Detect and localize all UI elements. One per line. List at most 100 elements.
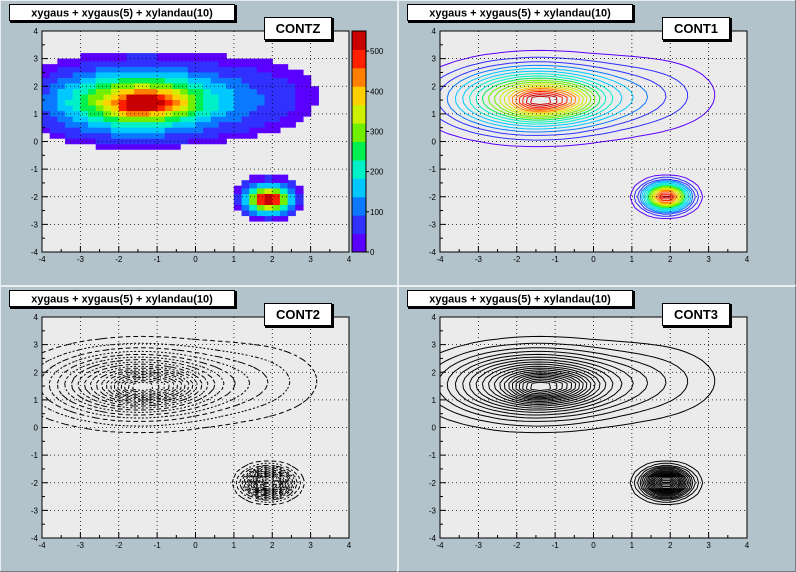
contour-line: [518, 90, 675, 201]
contour-line: [454, 353, 692, 499]
z-cell: [287, 108, 296, 117]
z-palette-band: [352, 67, 366, 87]
z-cell: [195, 75, 204, 84]
z-cell: [172, 64, 181, 73]
z-cell: [42, 108, 51, 117]
z-cell: [287, 69, 296, 78]
z-cell: [126, 69, 135, 78]
z-cell: [195, 119, 204, 128]
z-cell: [256, 80, 266, 89]
z-cell: [287, 180, 296, 189]
z-cell: [218, 119, 227, 128]
z-cell: [272, 213, 281, 222]
contour-line: [525, 94, 672, 198]
z-cell: [103, 86, 112, 95]
option-shadow: [730, 18, 732, 42]
contour-line: [440, 61, 696, 215]
contour-line: [440, 49, 716, 219]
z-cell: [203, 69, 212, 78]
z-cell: [210, 97, 220, 106]
z-cell: [111, 97, 120, 106]
z-cell: [279, 86, 289, 95]
z-cell: [172, 75, 181, 84]
contour-line: [71, 359, 291, 497]
z-cell: [103, 75, 112, 84]
z-cell: [233, 185, 243, 194]
z-cell: [256, 102, 266, 112]
z-cell: [180, 86, 189, 95]
z-cell: [302, 91, 312, 101]
z-cell: [42, 102, 51, 112]
z-cell: [172, 69, 181, 78]
z-cell: [80, 80, 89, 89]
x-tick-label: 3: [308, 541, 313, 550]
title-shadow: [235, 5, 237, 23]
contour-line: [462, 356, 690, 498]
z-cell: [111, 102, 120, 112]
z-cell: [272, 86, 281, 95]
z-cell: [164, 58, 174, 67]
z-cell: [157, 53, 166, 62]
z-cell: [195, 130, 204, 139]
z-cell: [180, 119, 189, 128]
y-tick-label: -4: [31, 248, 39, 257]
title-shadow: [633, 5, 635, 23]
z-cell: [95, 69, 104, 78]
z-cell: [42, 64, 51, 73]
z-cell: [164, 124, 174, 134]
z-cell: [249, 113, 258, 123]
z-cell: [218, 58, 227, 67]
z-cell: [249, 64, 258, 73]
z-cell: [80, 119, 89, 128]
z-cell: [272, 69, 281, 78]
z-cell: [295, 80, 304, 89]
axes: -4 -3 -2 -1 0 1 2 3 4 -4 -3 -2 -1 0 1 2 3 4: [31, 313, 352, 550]
z-cell: [65, 91, 74, 101]
z-cell: [149, 113, 158, 123]
contour-line: [493, 81, 683, 207]
z-tick-label: 300: [370, 127, 384, 136]
z-cell: [149, 53, 158, 62]
z-cell: [279, 75, 289, 84]
z-cell: [65, 58, 74, 67]
title-box: [9, 4, 235, 21]
z-cell: [157, 130, 166, 139]
contour-line: [42, 335, 318, 505]
z-cell: [88, 86, 97, 95]
chart-title: xygaus + xygaus(5) + xylandau(10): [9, 290, 237, 309]
x-tick-label: 2: [270, 255, 275, 264]
x-tick-label: -1: [552, 255, 560, 264]
z-cell: [42, 69, 51, 78]
z-cell: [49, 97, 58, 106]
z-cell: [226, 58, 235, 67]
option-box: [264, 17, 332, 40]
z-cell: [72, 113, 81, 123]
z-cell: [88, 135, 97, 145]
contour-line: [525, 380, 672, 484]
z-cell: [256, 185, 266, 194]
contour-line: [462, 70, 690, 212]
z-cell: [149, 135, 158, 145]
z-cell: [57, 64, 66, 73]
z-cell: [157, 64, 166, 73]
y-tick-label: 0: [34, 138, 39, 147]
z-cell: [42, 86, 51, 95]
z-cell: [95, 130, 104, 139]
z-cell: [157, 80, 166, 89]
contour-line: [440, 347, 696, 501]
z-cell: [111, 119, 120, 128]
z-cell: [49, 91, 58, 101]
y-tick-label: 0: [432, 424, 437, 433]
z-cell: [149, 108, 158, 117]
z-cell: [103, 113, 112, 123]
z-cell: [226, 102, 235, 112]
z-palette-border: [351, 30, 367, 253]
z-cell: [264, 64, 273, 73]
z-cell: [72, 108, 81, 117]
z-cell: [134, 64, 143, 73]
x-tick-label: 1: [232, 255, 237, 264]
draw-option-text: CONT1: [674, 21, 718, 36]
z-cell: [126, 86, 135, 95]
z-cell: [264, 97, 273, 106]
z-cell: [141, 69, 151, 78]
